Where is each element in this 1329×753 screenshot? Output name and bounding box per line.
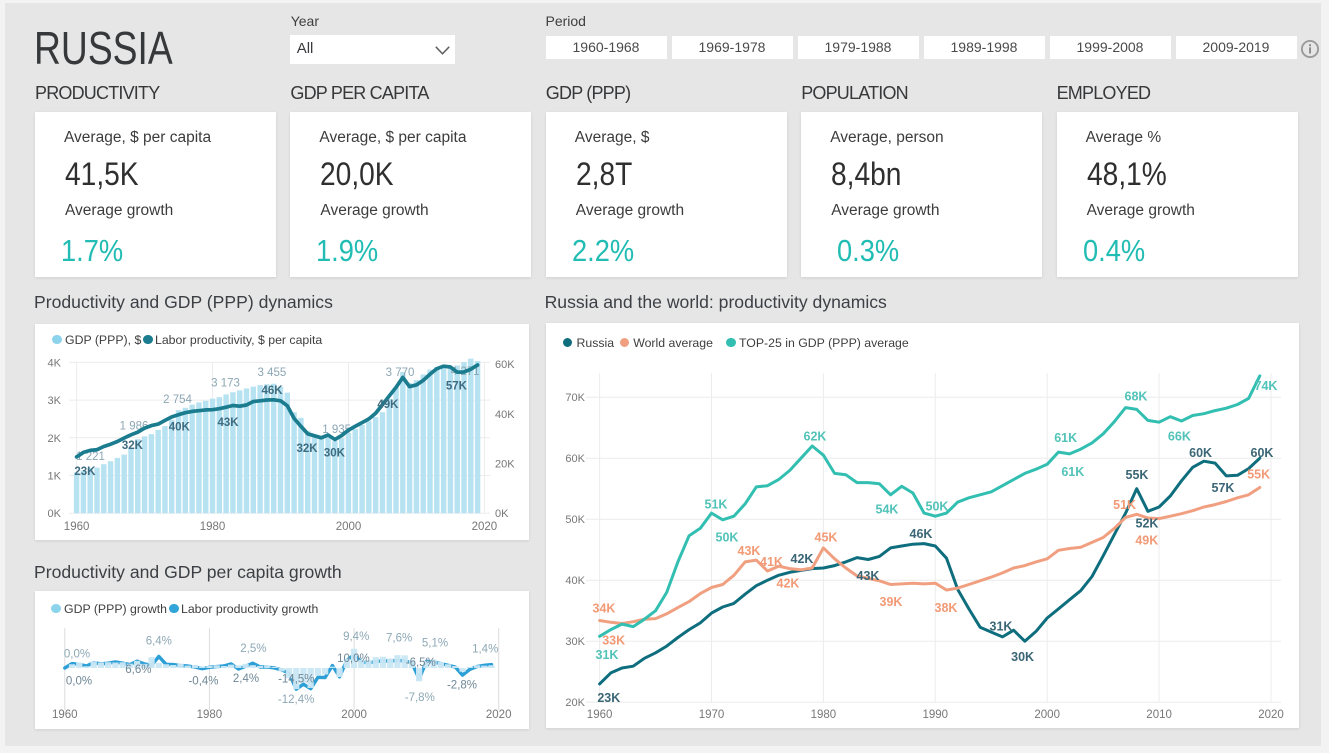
svg-text:0,0%: 0,0% (66, 675, 92, 687)
svg-text:62K: 62K (804, 430, 827, 444)
svg-text:61K: 61K (1054, 431, 1077, 445)
svg-text:38K: 38K (935, 601, 958, 615)
svg-text:39K: 39K (880, 595, 903, 609)
svg-text:40K: 40K (495, 409, 515, 421)
svg-text:41K: 41K (760, 555, 783, 569)
svg-text:4K: 4K (48, 357, 62, 369)
svg-text:50K: 50K (716, 531, 739, 545)
svg-text:50K: 50K (926, 500, 949, 514)
svg-text:30K: 30K (1011, 650, 1034, 664)
svg-text:33K: 33K (602, 634, 625, 648)
svg-text:1K: 1K (48, 471, 62, 483)
svg-text:31K: 31K (990, 620, 1013, 634)
svg-text:1980: 1980 (200, 521, 226, 533)
svg-text:50K: 50K (565, 514, 585, 526)
svg-text:-0,4%: -0,4% (188, 675, 218, 687)
svg-text:54K: 54K (876, 502, 899, 516)
svg-text:10,0%: 10,0% (337, 653, 370, 665)
svg-text:34K: 34K (593, 602, 616, 616)
svg-text:43K: 43K (738, 544, 761, 558)
svg-text:45K: 45K (815, 531, 838, 545)
svg-text:61K: 61K (1061, 465, 1084, 479)
svg-text:32K: 32K (122, 440, 144, 452)
svg-text:55K: 55K (1126, 468, 1149, 482)
svg-text:1980: 1980 (811, 709, 837, 721)
svg-text:20K: 20K (495, 459, 515, 471)
svg-text:5,1%: 5,1% (422, 637, 448, 649)
svg-text:1990: 1990 (923, 709, 949, 721)
svg-text:2020: 2020 (1258, 709, 1284, 721)
svg-text:60K: 60K (495, 359, 515, 371)
svg-text:31K: 31K (596, 648, 619, 662)
svg-text:49K: 49K (377, 399, 399, 411)
svg-text:40K: 40K (169, 421, 191, 433)
svg-text:6,6%: 6,6% (125, 664, 151, 676)
svg-text:51K: 51K (1113, 498, 1136, 512)
svg-text:9,4%: 9,4% (343, 631, 369, 643)
svg-text:-6,5%: -6,5% (406, 657, 436, 669)
svg-text:2K: 2K (48, 433, 62, 445)
svg-text:3 770: 3 770 (386, 367, 415, 379)
svg-text:1960: 1960 (587, 709, 613, 721)
svg-text:30K: 30K (324, 448, 346, 460)
svg-text:7,6%: 7,6% (386, 632, 412, 644)
svg-text:70K: 70K (565, 392, 585, 404)
svg-text:23K: 23K (597, 691, 620, 705)
svg-text:-2,8%: -2,8% (447, 679, 477, 691)
svg-text:49K: 49K (1135, 533, 1158, 547)
svg-text:42K: 42K (777, 577, 800, 591)
svg-text:40K: 40K (565, 575, 585, 587)
svg-text:3K: 3K (48, 395, 62, 407)
svg-text:2000: 2000 (336, 521, 362, 533)
svg-text:43K: 43K (217, 417, 239, 429)
svg-text:0K: 0K (495, 508, 509, 520)
svg-text:2020: 2020 (486, 709, 512, 721)
svg-text:2020: 2020 (472, 521, 498, 533)
svg-text:1970: 1970 (699, 709, 725, 721)
svg-text:52K: 52K (1136, 517, 1159, 531)
svg-text:68K: 68K (1125, 390, 1148, 404)
svg-text:57K: 57K (446, 381, 468, 393)
svg-text:20K: 20K (565, 697, 585, 709)
svg-text:-14,5%: -14,5% (278, 674, 314, 686)
svg-text:51K: 51K (705, 498, 728, 512)
svg-text:6,4%: 6,4% (146, 636, 172, 648)
svg-text:2000: 2000 (341, 709, 367, 721)
svg-text:1960: 1960 (52, 709, 78, 721)
svg-text:2,5%: 2,5% (240, 643, 266, 655)
svg-text:2000: 2000 (1034, 709, 1060, 721)
svg-text:43K: 43K (857, 569, 880, 583)
svg-text:3 173: 3 173 (211, 378, 240, 390)
svg-text:0K: 0K (48, 508, 62, 520)
svg-text:42K: 42K (791, 552, 814, 566)
svg-text:3 455: 3 455 (258, 367, 287, 379)
svg-text:66K: 66K (1168, 430, 1191, 444)
svg-text:23K: 23K (74, 466, 96, 478)
svg-text:46K: 46K (910, 527, 933, 541)
svg-text:1980: 1980 (197, 709, 223, 721)
svg-text:-7,8%: -7,8% (405, 692, 435, 704)
svg-text:30K: 30K (565, 636, 585, 648)
svg-text:60K: 60K (1189, 446, 1212, 460)
svg-text:57K: 57K (1212, 481, 1235, 495)
svg-text:46K: 46K (261, 385, 283, 397)
svg-text:2,4%: 2,4% (233, 673, 259, 685)
svg-text:32K: 32K (296, 443, 318, 455)
svg-text:2010: 2010 (1146, 709, 1172, 721)
svg-text:-12,4%: -12,4% (278, 694, 314, 706)
svg-text:2 754: 2 754 (163, 394, 192, 406)
svg-text:0,0%: 0,0% (64, 648, 90, 660)
svg-text:55K: 55K (1247, 467, 1270, 481)
svg-text:74K: 74K (1255, 379, 1278, 393)
svg-text:1,4%: 1,4% (472, 644, 498, 656)
svg-text:60K: 60K (565, 453, 585, 465)
svg-text:1960: 1960 (64, 521, 90, 533)
svg-text:60K: 60K (1251, 446, 1274, 460)
